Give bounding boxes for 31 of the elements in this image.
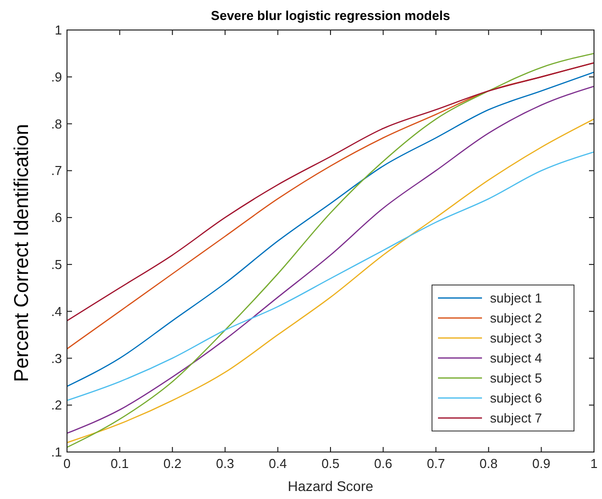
x-tick-label: 0.4 [268, 456, 287, 471]
x-tick-label: 0.1 [110, 456, 129, 471]
y-tick-label: .5 [51, 256, 62, 272]
y-tick-label: .2 [51, 398, 62, 413]
y-tick-label: .4 [51, 304, 62, 319]
x-tick-label: 0.8 [480, 456, 498, 471]
x-tick-label: 0.3 [216, 456, 234, 471]
y-axis-title: Percent Correct Identification [11, 124, 33, 382]
x-tick-label: 0.6 [374, 456, 392, 471]
legend-label: subject 3 [490, 330, 542, 346]
legend-label: subject 2 [490, 310, 542, 326]
y-tick-label: .8 [51, 116, 62, 132]
legend-label: subject 7 [490, 410, 542, 426]
y-tick-label: .7 [51, 163, 62, 178]
x-tick-label: 0 [63, 456, 71, 471]
x-tick-label: 0.5 [321, 456, 340, 471]
y-tick-label: .1 [51, 444, 62, 460]
x-tick-label: 1 [590, 456, 598, 471]
y-tick-label: .6 [51, 210, 62, 226]
legend-label: subject 1 [490, 290, 542, 306]
chart-title: Severe blur logistic regression models [210, 8, 450, 23]
legend-label: subject 4 [490, 350, 542, 366]
legend-label: subject 6 [490, 390, 542, 406]
x-axis-title: Hazard Score [288, 478, 374, 494]
y-tick-label: .9 [51, 69, 62, 84]
y-tick-label: .3 [51, 350, 62, 366]
x-tick-label: 0.7 [426, 456, 445, 471]
y-tick-label: 1 [54, 22, 62, 38]
x-tick-label: 0.2 [163, 456, 182, 471]
legend-label: subject 5 [490, 370, 542, 386]
x-tick-label: 0.9 [532, 456, 550, 471]
